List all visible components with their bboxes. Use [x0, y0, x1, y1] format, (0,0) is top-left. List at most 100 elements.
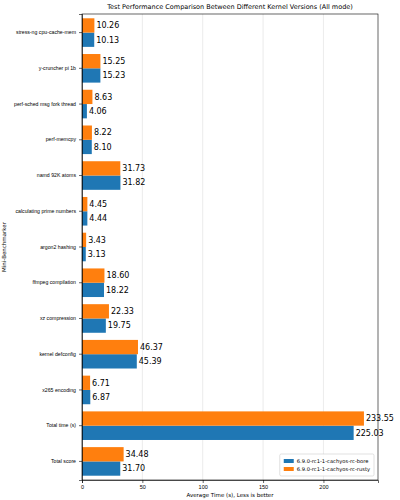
- y-tick-label: Total time (s): [46, 422, 76, 428]
- y-axis: stress-ng cpu-cache-mem y-cruncher pi 1b p…: [14, 15, 83, 481]
- data-label: 18.22: [106, 286, 129, 295]
- bar: [82, 90, 92, 104]
- y-tick-label: kernel defconfig: [39, 351, 76, 357]
- y-tick-label: x265 encoding: [42, 387, 76, 393]
- data-label: 8.10: [94, 143, 112, 152]
- data-label: 4.06: [89, 107, 107, 116]
- bar: [82, 140, 92, 154]
- y-tick: Total score: [51, 458, 82, 464]
- y-tick: kernel defconfig: [39, 351, 82, 357]
- y-tick: y-cruncher pi 1b: [39, 65, 82, 71]
- bar: [82, 340, 138, 354]
- data-label: 34.48: [126, 450, 149, 459]
- data-label: 15.23: [102, 71, 125, 80]
- chart: 0 50 100 150 200 stress-ng cpu-cache-mem y-cru…: [0, 0, 400, 500]
- x-tick-mark: [142, 480, 143, 483]
- x-tick-label: 150: [259, 484, 268, 490]
- y-tick-mark: [79, 282, 82, 283]
- bar: [82, 54, 100, 68]
- x-tick: 100: [199, 480, 208, 490]
- bar: [82, 390, 90, 404]
- bar: [82, 197, 87, 211]
- y-tick-mark: [79, 247, 82, 248]
- y-axis-title: Mini-Benchmarker: [1, 221, 7, 272]
- data-label: 3.13: [88, 250, 106, 259]
- y-tick-label: argon2 hashing: [40, 244, 76, 250]
- y-tick-label: stress-ng cpu-cache-mem: [16, 29, 76, 35]
- y-tick: namd 92K atoms: [37, 172, 82, 178]
- y-tick-mark: [79, 139, 82, 140]
- legend-swatch: [284, 459, 294, 463]
- y-tick: calculating prime numbers: [15, 208, 82, 214]
- y-tick: Total time (s): [46, 422, 82, 428]
- bar: [82, 447, 124, 461]
- y-tick-mark: [79, 175, 82, 176]
- y-tick-label: ffmpeg compilation: [33, 279, 77, 285]
- x-tick: 50: [140, 480, 146, 490]
- x-tick-label: 100: [199, 484, 208, 490]
- data-label: 45.39: [139, 357, 162, 366]
- y-tick-mark: [79, 389, 82, 390]
- grid: [82, 14, 323, 480]
- y-tick: ffmpeg compilation: [33, 279, 82, 285]
- y-tick-label: Total score: [51, 458, 76, 464]
- x-axis: 0 50 100 150 200: [81, 480, 379, 490]
- bar: [82, 211, 87, 225]
- data-label: 8.22: [94, 128, 112, 137]
- data-label: 6.71: [92, 379, 110, 388]
- grid-line: [323, 14, 324, 480]
- data-label: 8.63: [94, 93, 112, 102]
- legend-swatch: [284, 467, 294, 471]
- legend: 6.9.0-rc1-1-cachyos-rc-bore6.9.0-rc1-1-c…: [280, 454, 374, 476]
- x-tick-mark: [263, 480, 264, 483]
- grid-line: [142, 14, 143, 480]
- data-label: 15.25: [102, 57, 125, 66]
- legend-box: [280, 454, 374, 476]
- data-label: 31.73: [122, 164, 145, 173]
- bar: [82, 68, 100, 82]
- grid-line: [202, 14, 203, 480]
- y-tick: xz compression: [40, 315, 82, 321]
- bar: [82, 461, 120, 475]
- bar: [82, 33, 94, 47]
- legend-label: 6.9.0-rc1-1-cachyos-rc-bore: [297, 458, 369, 465]
- y-tick: perf-memcpy: [46, 136, 82, 142]
- y-tick-label: perf-sched msg fork thread: [14, 101, 76, 107]
- y-tick: x265 encoding: [42, 387, 82, 393]
- data-label: 4.44: [89, 214, 107, 223]
- y-tick-mark: [79, 461, 82, 462]
- data-label: 225.03: [356, 429, 384, 438]
- data-label: 4.45: [89, 200, 107, 209]
- bar: [82, 354, 137, 368]
- data-label: 233.55: [366, 414, 394, 423]
- bar: [82, 426, 354, 440]
- x-tick-label: 50: [140, 484, 146, 490]
- bar: [82, 376, 90, 390]
- plot-area: 0 50 100 150 200 stress-ng cpu-cache-mem y-cru…: [14, 14, 394, 490]
- bar: [82, 125, 92, 139]
- data-label: 31.82: [122, 178, 145, 187]
- y-tick-mark: [79, 354, 82, 355]
- data-label: 10.26: [96, 21, 119, 30]
- bar: [82, 304, 109, 318]
- y-tick-label: y-cruncher pi 1b: [39, 65, 76, 71]
- x-tick-mark: [323, 480, 324, 483]
- y-tick: perf-sched msg fork thread: [14, 101, 82, 107]
- y-axis-line: [79, 15, 83, 481]
- bar: [82, 18, 94, 32]
- bar: [82, 268, 104, 282]
- data-label: 18.60: [106, 271, 129, 280]
- x-tick: 0: [81, 480, 84, 490]
- data-label: 22.33: [111, 307, 134, 316]
- x-tick-label: 200: [319, 484, 328, 490]
- bar: [82, 161, 120, 175]
- data-label: 46.37: [140, 343, 163, 352]
- y-tick: argon2 hashing: [40, 244, 82, 250]
- legend-label: 6.9.0-rc1-1-cachyos-rc-rusty: [297, 466, 370, 473]
- bars: [82, 18, 364, 475]
- x-tick-mark: [203, 480, 204, 483]
- x-tick-label: 0: [81, 484, 84, 490]
- data-label: 6.87: [92, 393, 110, 402]
- data-label: 10.13: [96, 36, 119, 45]
- data-labels: 10.1315.234.068.1031.824.443.1318.2219.7…: [88, 21, 394, 473]
